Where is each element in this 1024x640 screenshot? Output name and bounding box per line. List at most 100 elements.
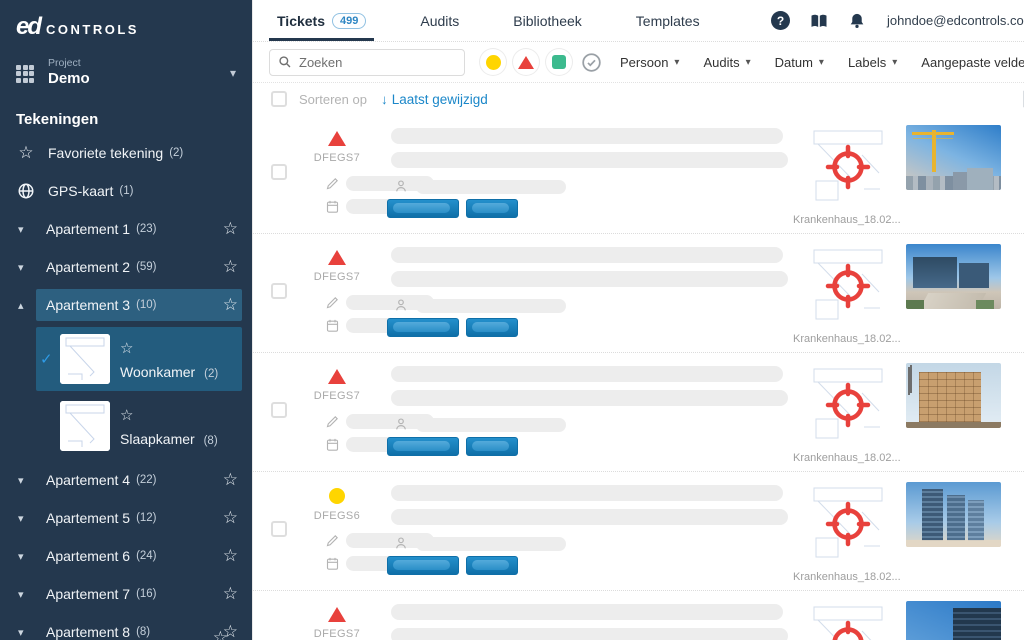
grid-icon [16,64,35,84]
dropdown-audits[interactable]: Audits ▾ [703,55,750,70]
star-icon[interactable]: ☆ [222,295,238,314]
star-icon[interactable]: ☆ [222,219,238,238]
check-circle-filter-button[interactable] [581,52,602,73]
red-triangle-filter-button[interactable] [513,49,539,75]
chevron-up-icon[interactable]: ▴ [18,299,24,312]
export-icon[interactable] [1020,89,1024,109]
sidebar-item-favoriete-tekening[interactable]: ☆ Favoriete tekening (2) [0,134,252,172]
account-menu[interactable]: johndoe@edcontrols.com ▾ [887,13,1024,28]
chevron-down-icon[interactable]: ▾ [18,588,24,601]
dropdown-label: Labels [847,54,887,70]
sidebar-item-label: GPS-kaart [48,183,114,199]
drawing-location-thumbnail[interactable] [806,125,891,210]
ticket-row[interactable]: DFEGS6 Krankenhaus_18.02... [253,472,1024,591]
skeleton-button[interactable] [387,556,459,575]
sidebar-item-gps-kaart[interactable]: GPS-kaart (1) [0,172,252,210]
sidebar-item-apartement-1[interactable]: ▾ Apartement 1 (23) ☆ [0,210,252,248]
star-icon[interactable]: ☆ [222,470,238,489]
star-icon[interactable]: ☆ [222,584,238,603]
chevron-down-icon[interactable]: ▾ [18,261,24,274]
dropdown-persoon[interactable]: Persoon ▾ [620,55,679,70]
ticket-row[interactable]: DFEGS7 [253,591,1024,640]
pencil-icon [325,414,340,429]
sidebar-item-apartement-7[interactable]: ▾ Apartement 7 (16) ☆ [0,575,252,613]
book-icon[interactable] [809,11,829,31]
ticket-row[interactable]: DFEGS7 Krankenhaus_18.02... [253,234,1024,353]
sidebar-item-apartement-3[interactable]: ▴ Apartement 3 (10) ☆ [0,286,252,324]
sidebar-item-apartement-6[interactable]: ▾ Apartement 6 (24) ☆ [0,537,252,575]
tab-bibliotheek[interactable]: Bibliotheek [505,0,590,41]
project-label: Project [48,57,81,69]
person-icon [393,297,409,313]
skeleton-title-line [391,628,788,640]
ticket-photo-thumbnail[interactable] [906,482,1001,547]
tab-audits[interactable]: Audits [412,0,467,41]
skeleton-button[interactable] [387,199,459,218]
drawing-location-thumbnail[interactable] [806,482,891,567]
dropdown-labels[interactable]: Labels ▾ [848,55,897,70]
ticket-checkbox[interactable] [271,164,287,180]
skeleton-button[interactable] [387,437,459,456]
brand-logo: ed CONTROLS [0,0,252,49]
skeleton-button[interactable] [387,318,459,337]
sidebar-item-apartement-5[interactable]: ▾ Apartement 5 (12) ☆ [0,499,252,537]
search-box[interactable] [269,48,465,76]
ticket-photo-thumbnail[interactable] [906,601,1001,640]
topbar-actions: ? johndoe@edcontrols.com ▾ [770,11,1024,31]
ticket-photo-thumbnail[interactable] [906,244,1001,309]
help-icon[interactable]: ? [770,11,790,30]
dropdown-label: Persoon [620,54,669,70]
bell-icon[interactable] [848,11,868,31]
ticket-checkbox[interactable] [271,283,287,299]
drawing-thumbnail[interactable] [60,401,110,451]
star-icon[interactable]: ☆ [222,622,238,640]
star-icon[interactable]: ☆ [120,406,134,424]
chevron-down-icon[interactable]: ▾ [18,550,24,563]
ticket-code: DFEGS7 [313,152,361,164]
project-selector[interactable]: Project Demo ▾ [0,49,252,97]
status-filter-chips [480,49,572,75]
sidebar: ed CONTROLS Project Demo ▾ Tekeningen ☆ … [0,0,252,640]
dropdown-datum[interactable]: Datum ▾ [775,55,824,70]
sidebar-item-apartement-2[interactable]: ▾ Apartement 2 (59) ☆ [0,248,252,286]
sidebar-item-apartement-8[interactable]: ▾ Apartement 8 (8) ☆ [0,613,252,640]
chevron-down-icon[interactable]: ▾ [18,626,24,639]
sort-order-button[interactable]: ↓ Laatst gewijzigd [381,92,488,107]
star-icon[interactable]: ☆ [120,339,134,357]
star-icon[interactable]: ☆ [222,257,238,276]
arrow-down-icon: ↓ [380,91,388,107]
skeleton-assignee [416,537,566,551]
yellow-circle-filter-button[interactable] [480,49,506,75]
star-icon[interactable]: ☆ [222,508,238,527]
skeleton-button[interactable] [466,199,518,218]
skeleton-button[interactable] [466,318,518,337]
sidebar-item-count: (16) [136,588,157,600]
sidebar-subitem-woonkamer[interactable]: ✓ ☆ Woonkamer (2) [0,327,252,391]
drawing-location-thumbnail[interactable] [806,363,891,448]
search-input[interactable] [299,54,449,70]
skeleton-button[interactable] [466,437,518,456]
star-icon: ☆ [18,143,34,162]
chevron-down-icon[interactable]: ▾ [18,223,24,236]
drawing-thumbnail[interactable] [60,334,110,384]
dropdown-aangepaste-velden[interactable]: Aangepaste velden▾ [921,55,1024,70]
ticket-checkbox[interactable] [271,521,287,537]
sidebar-item-label: Apartement 1 [46,221,131,237]
sidebar-item-apartement-4[interactable]: ▾ Apartement 4 (22) ☆ [0,461,252,499]
ticket-photo-thumbnail[interactable] [906,125,1001,190]
tab-templates[interactable]: Templates [628,0,708,41]
tab-tickets[interactable]: Tickets 499 [269,0,375,41]
sidebar-subitem-slaapkamer[interactable]: ☆ Slaapkamer (8) [0,394,252,458]
select-all-checkbox[interactable] [271,91,287,107]
star-icon[interactable]: ☆ [222,546,238,565]
chevron-down-icon[interactable]: ▾ [18,512,24,525]
drawing-location-thumbnail[interactable] [806,244,891,329]
ticket-row[interactable]: DFEGS7 Krankenhaus_18.02... [253,353,1024,472]
ticket-checkbox[interactable] [271,402,287,418]
ticket-row[interactable]: DFEGS7 Krankenhaus_18.02... [253,115,1024,234]
drawing-location-thumbnail[interactable] [806,601,891,640]
skeleton-button[interactable] [466,556,518,575]
ticket-photo-thumbnail[interactable] [906,363,1001,428]
chevron-down-icon[interactable]: ▾ [18,474,24,487]
green-square-filter-button[interactable] [546,49,572,75]
